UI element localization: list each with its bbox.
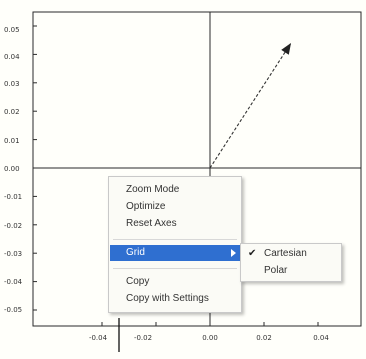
context-menu: Zoom Mode Optimize Reset Axes Grid Copy … xyxy=(108,176,242,313)
x-tick-label: 0.04 xyxy=(313,334,329,342)
menu-item-copy-with-settings[interactable]: Copy with Settings xyxy=(126,293,209,304)
submenu-item-cartesian[interactable]: ✔ Cartesian xyxy=(242,246,340,262)
plot-frame xyxy=(32,11,362,327)
submenu-arrow-icon xyxy=(231,249,236,257)
menu-item-grid[interactable]: Grid xyxy=(110,245,240,261)
submenu-item-label: Polar xyxy=(264,265,288,276)
menu-separator xyxy=(113,268,237,269)
menu-item-reset-axes[interactable]: Reset Axes xyxy=(126,218,177,229)
y-tick-label: -0.05 xyxy=(4,306,23,314)
menu-item-copy[interactable]: Copy xyxy=(126,276,150,287)
menu-separator xyxy=(113,239,237,240)
x-tick-label: 0.00 xyxy=(202,334,218,342)
menu-item-grid-label: Grid xyxy=(126,247,145,258)
y-tick-label: 0.04 xyxy=(4,53,20,61)
grid-submenu: ✔ Cartesian Polar xyxy=(240,243,342,282)
vector-line xyxy=(209,42,292,169)
x-tick-label: -0.04 xyxy=(88,334,108,342)
y-tick-label: 0.03 xyxy=(4,80,20,88)
submenu-item-polar[interactable]: Polar xyxy=(242,263,340,279)
menu-item-zoom-mode[interactable]: Zoom Mode xyxy=(126,184,180,195)
x-tick-label: -0.02 xyxy=(133,334,153,342)
menu-item-optimize[interactable]: Optimize xyxy=(126,201,166,212)
y-tick-label: 0.01 xyxy=(4,137,20,145)
vector-arrowhead xyxy=(281,43,291,55)
y-tick-label: 0.02 xyxy=(4,108,20,116)
y-tick-label: 0.05 xyxy=(4,26,20,34)
checkmark-icon: ✔ xyxy=(248,248,257,259)
x-tick-label: 0.02 xyxy=(256,334,272,342)
y-tick-label: -0.01 xyxy=(4,193,23,201)
y-tick-label: -0.04 xyxy=(4,278,23,286)
submenu-item-label: Cartesian xyxy=(264,248,307,259)
y-tick-label: -0.02 xyxy=(4,222,23,230)
y-tick-label: 0.00 xyxy=(4,165,20,173)
y-tick-label: -0.03 xyxy=(4,250,23,258)
